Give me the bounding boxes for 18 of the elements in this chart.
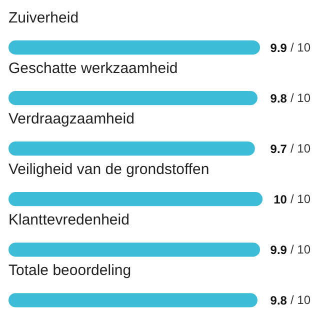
text: / 10 xyxy=(290,40,311,54)
y-tick-label: Verdraagzaamheid xyxy=(8,110,134,128)
y-tick-label: Zuiverheid xyxy=(8,9,79,26)
text: / 10 xyxy=(290,142,311,156)
y-tick-label: Klanttevredenheid xyxy=(8,211,130,228)
text: / 10 xyxy=(290,91,311,106)
y-tick-label: Geschatte werkzaamheid xyxy=(8,60,178,77)
data-label: 9.8 xyxy=(270,294,288,308)
data-label: 9.9 xyxy=(270,41,288,55)
data-label: 9.7 xyxy=(270,142,288,156)
text: / 10 xyxy=(290,242,311,257)
data-label: 9.9 xyxy=(270,243,288,258)
y-tick-label: Totale beoordeling xyxy=(8,262,132,279)
text: / 10 xyxy=(290,192,311,206)
data-label: 9.8 xyxy=(270,92,288,106)
data-label: 10 xyxy=(274,192,288,207)
text: / 10 xyxy=(290,293,311,308)
y-tick-label: Veiligheid van de grondstoffen xyxy=(8,160,210,178)
